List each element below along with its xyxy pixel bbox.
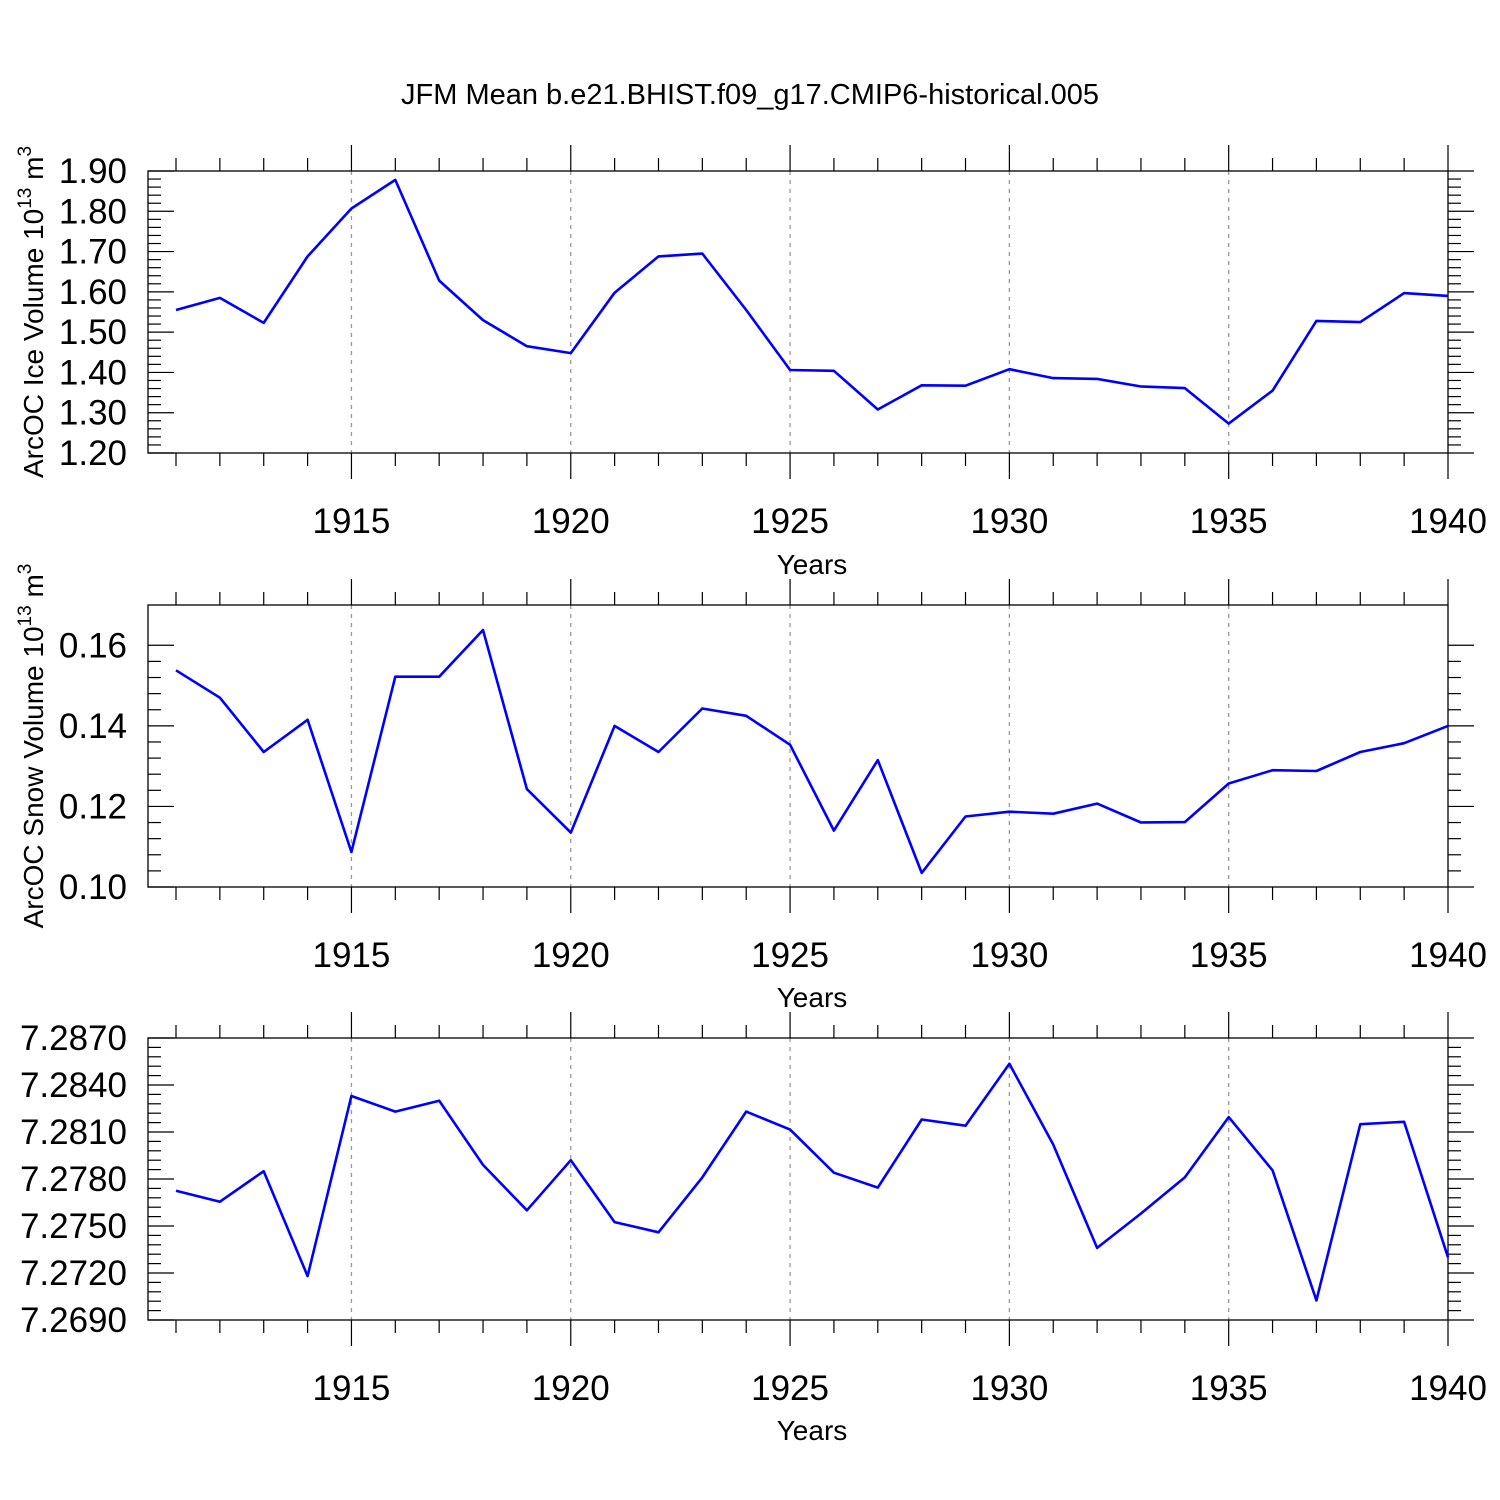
ice-volume-y-tick-label: 1.20 <box>59 434 127 473</box>
third-series-y-tick-label: 7.2810 <box>20 1113 127 1152</box>
snow-volume-y-tick-label: 0.10 <box>59 868 127 907</box>
ice-volume-x-tick-label: 1920 <box>532 502 610 541</box>
ice-volume-plot-frame <box>147 170 1449 454</box>
third-series-x-tick-label: 1930 <box>970 1369 1048 1408</box>
third-series-y-tick-label: 7.2870 <box>20 1019 127 1058</box>
third-series-x-tick-label: 1920 <box>532 1369 610 1408</box>
third-series-x-tick-label: 1940 <box>1409 1369 1487 1408</box>
ice-volume-y-tick-label: 1.70 <box>59 233 127 272</box>
third-series-y-tick-label: 7.2690 <box>20 1301 127 1340</box>
snow-volume-x-tick-label: 1940 <box>1409 936 1487 975</box>
third-series-y-tick-label: 7.2720 <box>20 1254 127 1293</box>
snow-volume-x-tick-label: 1925 <box>751 936 829 975</box>
third-series-x-tick-label: 1935 <box>1190 1369 1268 1408</box>
snow-volume-x-tick-label: 1930 <box>970 936 1048 975</box>
ice-volume-x-tick-label: 1930 <box>970 502 1048 541</box>
ice-volume-y-tick-label: 1.30 <box>59 394 127 433</box>
third-series-x-tick-label: 1925 <box>751 1369 829 1408</box>
ice-volume-y-tick-label: 1.50 <box>59 313 127 352</box>
ice-volume-x-axis-label: Years <box>777 549 848 580</box>
ice-volume-x-tick-label: 1925 <box>751 502 829 541</box>
snow-volume-x-axis-label: Years <box>777 982 848 1013</box>
ice-volume-series-line <box>175 178 1449 425</box>
ice-volume-y-axis-label: ArcOC Ice Volume 1013 m3 <box>15 146 49 478</box>
snow-volume-series-line <box>175 628 1449 875</box>
third-series-x-tick-label: 1915 <box>313 1369 391 1408</box>
ice-volume-y-tick-label: 1.90 <box>59 152 127 191</box>
third-series-y-tick-label: 7.2840 <box>20 1066 127 1105</box>
snow-volume-x-tick-label: 1935 <box>1190 936 1268 975</box>
snow-volume-y-tick-label: 0.12 <box>59 787 127 826</box>
figure-title: JFM Mean b.e21.BHIST.f09_g17.CMIP6-histo… <box>401 79 1099 111</box>
snow-volume-x-tick-label: 1920 <box>532 936 610 975</box>
snow-volume-y-axis-label: ArcOC Snow Volume 1013 m3 <box>15 564 49 929</box>
ice-volume-x-tick-label: 1935 <box>1190 502 1268 541</box>
snow-volume-y-tick-label: 0.16 <box>59 626 127 665</box>
third-series-panel: 1915 1920 1925 1930 1935 1940 7.2690 7.2720 7.27… <box>20 1012 1487 1446</box>
snow-volume-plot-frame <box>147 604 1449 888</box>
third-series-x-axis-label: Years <box>777 1415 848 1446</box>
ice-volume-y-tick-label: 1.60 <box>59 273 127 312</box>
ice-volume-panel: 1915 1920 1925 1930 1935 1940 1.201.301.401.50… <box>15 145 1487 580</box>
third-series-y-tick-label: 7.2750 <box>20 1207 127 1246</box>
snow-volume-y-tick-label: 0.14 <box>59 707 127 746</box>
ice-volume-x-tick-label: 1940 <box>1409 502 1487 541</box>
snow-volume-x-tick-label: 1915 <box>313 936 391 975</box>
third-series-line <box>175 1062 1450 1302</box>
ice-volume-y-tick-label: 1.80 <box>59 192 127 231</box>
third-series-y-tick-label: 7.2780 <box>20 1160 127 1199</box>
third-series-plot-frame <box>147 1037 1449 1321</box>
snow-volume-panel: 1915 1920 1925 1930 1935 1940 0.10 0.12 0.14 0.16… <box>15 564 1487 1013</box>
ice-volume-x-tick-label: 1915 <box>313 502 391 541</box>
ice-volume-y-tick-label: 1.40 <box>59 353 127 392</box>
